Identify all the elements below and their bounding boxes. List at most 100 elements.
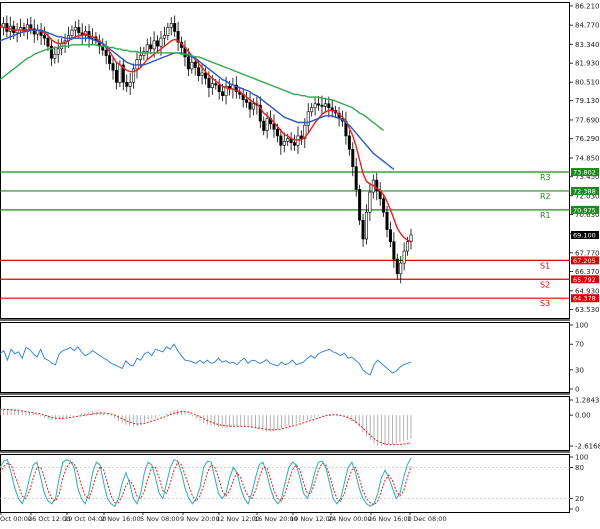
level-badge-r3 [571, 168, 599, 177]
macd-tick-label: 1.2843 [575, 397, 600, 405]
candle-body [303, 124, 307, 139]
x-tick-label: 12 Nov 12:00 [216, 515, 260, 523]
candle-body [354, 166, 358, 190]
panel-frames [0, 2, 570, 513]
stoch-k-line [0, 457, 412, 508]
price-tick-label: 80.510 [575, 79, 600, 87]
candle-body [327, 103, 331, 109]
candle-body [169, 23, 173, 28]
macd-pane [0, 408, 412, 446]
candle-body [320, 104, 324, 107]
candle-body [104, 49, 108, 56]
level-badge-s2 [571, 275, 599, 284]
panel-frame [0, 454, 570, 513]
candle-body [375, 179, 379, 192]
price-tick-label: 86.210 [575, 2, 600, 10]
candle-body [392, 241, 396, 260]
x-tick-label: 9 Nov 20:00 [180, 515, 220, 523]
series-line-ma-slow [0, 44, 385, 132]
level-badge-text-s1: 67.205 [573, 257, 596, 265]
price-tick-label: 81.930 [575, 60, 600, 68]
candle-body [5, 23, 9, 32]
x-tick-label: 19 Nov 12:00 [290, 515, 334, 523]
pane-separator [0, 393, 570, 395]
level-badge-s1 [571, 256, 599, 265]
price-tick-label: 63.530 [575, 306, 600, 314]
price-tick-label: 76.290 [575, 135, 600, 143]
level-badge-r1 [571, 205, 599, 214]
candle-body [382, 198, 386, 213]
candle-body [114, 69, 118, 83]
price-tick-label: 64.930 [575, 287, 600, 295]
level-name-s2: S2 [540, 280, 550, 289]
rsi-tick-label: 100 [575, 322, 588, 330]
candle-body [234, 84, 238, 93]
rsi-line [0, 343, 412, 376]
pane-separator [0, 451, 570, 453]
x-tick-label: 2 Nov 16:00 [101, 515, 141, 523]
rsi-tick-label: 70 [575, 341, 584, 349]
candle-body [358, 189, 362, 221]
candle-body [224, 86, 228, 97]
candle-body [166, 27, 170, 36]
candle-body [402, 250, 406, 264]
x-tick-label: 29 Oct 04:00 [64, 515, 106, 523]
candle-body [111, 63, 115, 71]
level-name-s3: S3 [540, 299, 550, 308]
price-tick-label: 66.370 [575, 268, 600, 276]
candle-body [32, 28, 36, 35]
level-badge-r2 [571, 186, 599, 195]
rsi-tick-label: 0 [575, 386, 579, 394]
series-line-ma-fast [0, 25, 412, 243]
stoch-tick-label: 100 [575, 454, 588, 462]
candle-body [53, 53, 57, 59]
panel-frame [0, 396, 570, 451]
price-tick-label: 77.690 [575, 116, 600, 124]
candle-body [128, 82, 132, 87]
level-name-r2: R2 [540, 192, 551, 201]
rsi-pane [0, 343, 412, 376]
candle-body [347, 135, 351, 150]
x-tick-label: 24 Nov 00:00 [328, 515, 372, 523]
candle-body [293, 142, 297, 146]
panel-frame [0, 322, 570, 393]
candle-body [193, 61, 197, 68]
x-tick-label: 26 Oct 12:00 [28, 515, 70, 523]
candle-body [245, 99, 249, 103]
candle-body [286, 138, 290, 142]
current-price-badge [571, 230, 599, 239]
candle-body [118, 64, 122, 83]
stoch-tick-label: 20 [575, 495, 584, 503]
candle-body [275, 128, 279, 137]
level-badge-text-r2: 72.388 [573, 187, 596, 195]
candle-body [210, 83, 214, 88]
candle-body [272, 123, 276, 130]
level-badge-text-r1: 70.975 [573, 206, 596, 214]
candle-body [145, 44, 149, 52]
candle-body [207, 78, 211, 88]
stoch-tick-label: 80 [575, 464, 584, 472]
level-badge-text-r3: 73.802 [573, 169, 596, 177]
candle-body [162, 35, 166, 39]
candle-body [388, 229, 392, 242]
candle-body [156, 40, 160, 47]
candle-body [364, 211, 368, 240]
candle-body [49, 45, 53, 59]
candle-body [395, 258, 399, 275]
candle-body [173, 23, 177, 32]
price-tick-label: 84.770 [575, 22, 600, 30]
candle-body [299, 135, 303, 139]
price-tick-label: 73.450 [575, 173, 600, 181]
stoch-d-line [0, 461, 412, 506]
candle-body [306, 111, 310, 126]
candle-body [385, 211, 389, 230]
x-tick-label: 5 Nov 08:00 [140, 515, 180, 523]
candle-body [197, 67, 201, 76]
candle-body [200, 72, 204, 76]
stoch-tick-label: 0 [575, 506, 579, 514]
price-tick-label: 74.850 [575, 154, 600, 162]
candle-body [399, 262, 403, 275]
candle-body [204, 72, 208, 79]
